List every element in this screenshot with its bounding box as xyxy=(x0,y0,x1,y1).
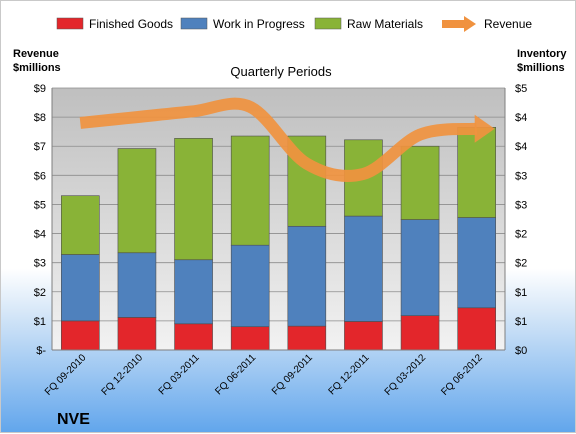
x-tick-label: FQ 09-2011 xyxy=(270,352,315,397)
right-axis-title-line2: $millions xyxy=(517,62,565,74)
right-tick-label: $3 xyxy=(515,170,527,182)
left-axis-title-line1: Revenue xyxy=(13,48,59,60)
bar-finished-goods xyxy=(230,326,270,351)
legend-label-work-in-progress: Work in Progress xyxy=(213,17,305,31)
bar-finished-goods xyxy=(117,317,157,351)
bar-raw-materials xyxy=(174,138,213,261)
bar-raw-materials xyxy=(400,145,440,220)
bar-finished-goods xyxy=(61,320,100,351)
revenue-line-arrowhead xyxy=(474,114,495,143)
right-tick-label: $2 xyxy=(515,258,527,270)
x-tick-label: FQ 12-2010 xyxy=(100,352,146,398)
bar-work-in-progress xyxy=(117,252,157,318)
left-tick-label: $7 xyxy=(34,141,46,153)
legend-label-finished-goods: Finished Goods xyxy=(89,17,173,31)
company-label: NVE xyxy=(57,411,90,428)
legend-label-raw-materials: Raw Materials xyxy=(347,17,423,31)
left-tick-label: $- xyxy=(36,345,46,357)
left-tick-label: $5 xyxy=(34,199,46,211)
right-tick-label: $2 xyxy=(515,229,527,241)
bar-work-in-progress xyxy=(344,215,383,322)
x-tick-label: FQ 12-2011 xyxy=(327,352,372,397)
legend-swatch-work-in-progress xyxy=(180,17,208,30)
legend-swatch-finished-goods xyxy=(56,17,84,30)
left-tick-label: $9 xyxy=(34,83,46,95)
legend: Finished Goods Work in Progress Raw Materi… xyxy=(56,16,532,32)
legend-label-revenue: Revenue xyxy=(484,17,532,31)
bar-work-in-progress xyxy=(400,219,440,316)
legend-swatch-raw-materials xyxy=(314,17,342,30)
left-tick-label: $1 xyxy=(34,316,46,328)
left-tick-label: $8 xyxy=(34,112,46,124)
right-tick-label: $0 xyxy=(515,345,527,357)
x-tick-label: FQ 03-2011 xyxy=(157,352,202,397)
bar-finished-goods xyxy=(400,315,440,351)
left-axis-title-line2: $millions xyxy=(13,62,61,74)
bar-raw-materials xyxy=(117,148,157,254)
left-tick-label: $6 xyxy=(34,170,46,182)
right-tick-label: $3 xyxy=(515,199,527,211)
right-tick-label: $1 xyxy=(515,316,527,328)
left-tick-label: $4 xyxy=(34,229,46,241)
bar-work-in-progress xyxy=(61,254,100,322)
legend-arrowhead-revenue xyxy=(464,16,476,32)
x-tick-label: FQ 09-2010 xyxy=(43,352,89,398)
bar-raw-materials xyxy=(457,127,496,218)
bars xyxy=(61,127,496,351)
bar-work-in-progress xyxy=(287,225,327,327)
left-tick-label: $2 xyxy=(34,287,46,299)
left-tick-label: $3 xyxy=(34,258,46,270)
bar-raw-materials xyxy=(61,195,100,255)
right-tick-label: $5 xyxy=(515,83,527,95)
bar-finished-goods xyxy=(344,321,383,351)
revenue-line xyxy=(79,97,495,182)
legend-swatch-revenue xyxy=(442,20,464,28)
chart-title: Quarterly Periods xyxy=(230,64,332,79)
revenue-line-path xyxy=(79,97,478,182)
bar-finished-goods xyxy=(287,325,327,351)
bar-work-in-progress xyxy=(457,217,496,309)
right-axis-title-line1: Inventory xyxy=(517,48,567,60)
bar-raw-materials xyxy=(230,135,270,246)
x-tick-label: FQ 03-2012 xyxy=(383,352,429,398)
bar-work-in-progress xyxy=(174,259,213,325)
x-tick-label: FQ 06-2011 xyxy=(213,352,258,397)
right-tick-label: $4 xyxy=(515,112,527,124)
x-tick-label: FQ 06-2012 xyxy=(439,352,485,398)
bar-finished-goods xyxy=(174,323,213,351)
right-tick-label: $1 xyxy=(515,287,527,299)
right-tick-label: $4 xyxy=(515,141,527,153)
bar-finished-goods xyxy=(457,307,496,351)
bar-work-in-progress xyxy=(230,244,270,328)
